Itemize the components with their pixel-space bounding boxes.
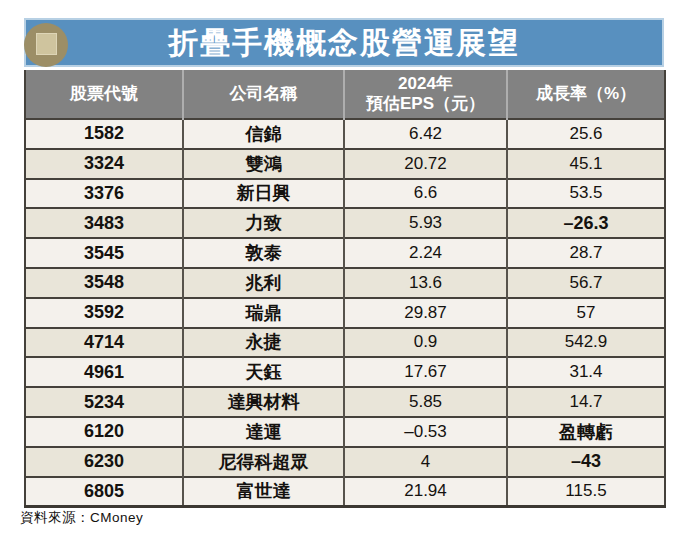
cell-eps: 0.9 xyxy=(344,328,507,358)
cell-growth: 53.5 xyxy=(507,179,665,209)
cell-name: 信錦 xyxy=(183,119,344,149)
cell-growth: –43 xyxy=(507,447,665,477)
column-header-growth-rate: 成長率（%） xyxy=(507,70,665,119)
table-row: 1582信錦6.4225.6 xyxy=(25,119,665,149)
title-badge-square-icon xyxy=(36,33,57,55)
cell-code: 6120 xyxy=(25,417,183,447)
cell-code: 3545 xyxy=(25,238,183,268)
cell-growth: 542.9 xyxy=(507,328,665,358)
table-row: 6230尼得科超眾4–43 xyxy=(25,447,665,477)
table-body: 1582信錦6.4225.63324雙鴻20.7245.13376新日興6.65… xyxy=(25,119,665,507)
cell-eps: 29.87 xyxy=(344,298,507,328)
cell-code: 4961 xyxy=(25,357,183,387)
cell-code: 3592 xyxy=(25,298,183,328)
cell-eps: 17.67 xyxy=(344,357,507,387)
table-row: 3376新日興6.653.5 xyxy=(25,179,665,209)
cell-name: 力致 xyxy=(183,208,344,238)
cell-growth: –26.3 xyxy=(507,208,665,238)
cell-code: 3324 xyxy=(25,149,183,179)
table-row: 5234達興材料5.8514.7 xyxy=(25,387,665,417)
cell-eps: 6.42 xyxy=(344,119,507,149)
cell-code: 6805 xyxy=(25,477,183,507)
cell-growth: 45.1 xyxy=(507,149,665,179)
cell-eps: 5.93 xyxy=(344,208,507,238)
cell-growth: 25.6 xyxy=(507,119,665,149)
cell-eps: 21.94 xyxy=(344,477,507,507)
table-row: 6120達運–0.53盈轉虧 xyxy=(25,417,665,447)
table-row: 3324雙鴻20.7245.1 xyxy=(25,149,665,179)
cell-growth: 115.5 xyxy=(507,477,665,507)
table-row: 3545敦泰2.2428.7 xyxy=(25,238,665,268)
cell-name: 天鈺 xyxy=(183,357,344,387)
column-header-company-name: 公司名稱 xyxy=(183,70,344,119)
cell-name: 敦泰 xyxy=(183,238,344,268)
cell-eps: 20.72 xyxy=(344,149,507,179)
cell-eps: –0.53 xyxy=(344,417,507,447)
cell-eps: 6.6 xyxy=(344,179,507,209)
table-row: 6805富世達21.94115.5 xyxy=(25,477,665,507)
table-row: 3592瑞鼎29.8757 xyxy=(25,298,665,328)
cell-growth: 盈轉虧 xyxy=(507,417,665,447)
cell-growth: 57 xyxy=(507,298,665,328)
cell-code: 3376 xyxy=(25,179,183,209)
stock-table: 股票代號 公司名稱 2024年 預估EPS（元） 成長率（%） 1582信錦6.… xyxy=(24,70,666,508)
cell-growth: 28.7 xyxy=(507,238,665,268)
cell-eps: 13.6 xyxy=(344,268,507,298)
cell-name: 瑞鼎 xyxy=(183,298,344,328)
cell-name: 永捷 xyxy=(183,328,344,358)
table-row: 3483力致5.93–26.3 xyxy=(25,208,665,238)
table-header-row: 股票代號 公司名稱 2024年 預估EPS（元） 成長率（%） xyxy=(25,70,665,119)
cell-code: 3548 xyxy=(25,268,183,298)
cell-name: 達興材料 xyxy=(183,387,344,417)
title-badge-circle-icon xyxy=(24,23,68,67)
page-title: 折疊手機概念股營運展望 xyxy=(168,28,520,58)
column-header-eps-line1: 2024年 xyxy=(345,74,506,94)
cell-name: 富世達 xyxy=(183,477,344,507)
cell-eps: 4 xyxy=(344,447,507,477)
table-row: 4714永捷0.9542.9 xyxy=(25,328,665,358)
cell-name: 雙鴻 xyxy=(183,149,344,179)
column-header-eps: 2024年 預估EPS（元） xyxy=(344,70,507,119)
cell-name: 達運 xyxy=(183,417,344,447)
cell-name: 新日興 xyxy=(183,179,344,209)
title-bar: 折疊手機概念股營運展望 xyxy=(24,18,664,67)
cell-code: 5234 xyxy=(25,387,183,417)
column-header-stock-code: 股票代號 xyxy=(25,70,183,119)
cell-eps: 2.24 xyxy=(344,238,507,268)
cell-code: 4714 xyxy=(25,328,183,358)
cell-growth: 31.4 xyxy=(507,357,665,387)
cell-name: 兆利 xyxy=(183,268,344,298)
cell-code: 3483 xyxy=(25,208,183,238)
cell-name: 尼得科超眾 xyxy=(183,447,344,477)
cell-code: 1582 xyxy=(25,119,183,149)
cell-code: 6230 xyxy=(25,447,183,477)
table-row: 4961天鈺17.6731.4 xyxy=(25,357,665,387)
data-source-note: 資料來源：CMoney xyxy=(20,509,143,527)
cell-growth: 56.7 xyxy=(507,268,665,298)
table-row: 3548兆利13.656.7 xyxy=(25,268,665,298)
cell-growth: 14.7 xyxy=(507,387,665,417)
cell-eps: 5.85 xyxy=(344,387,507,417)
column-header-eps-line2: 預估EPS（元） xyxy=(345,94,506,114)
